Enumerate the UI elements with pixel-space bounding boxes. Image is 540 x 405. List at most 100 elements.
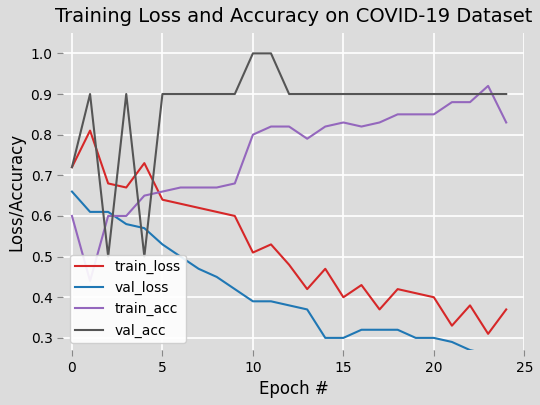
val_loss xyxy=(413,335,419,340)
train_acc xyxy=(159,189,166,194)
val_acc xyxy=(430,92,437,96)
val_acc xyxy=(232,92,238,96)
train_loss xyxy=(286,262,292,267)
val_acc xyxy=(123,92,130,96)
train_acc xyxy=(69,213,75,218)
Title: Training Loss and Accuracy on COVID-19 Dataset: Training Loss and Accuracy on COVID-19 D… xyxy=(55,7,532,26)
Line: train_acc: train_acc xyxy=(72,86,506,281)
train_loss xyxy=(87,128,93,133)
train_loss xyxy=(358,283,365,288)
train_loss xyxy=(268,242,274,247)
train_loss xyxy=(249,250,256,255)
train_loss xyxy=(304,287,310,292)
train_acc xyxy=(430,112,437,117)
train_acc xyxy=(485,83,491,88)
val_loss xyxy=(232,287,238,292)
val_acc xyxy=(503,92,509,96)
train_loss xyxy=(322,266,328,271)
val_loss xyxy=(376,327,383,332)
train_acc xyxy=(195,185,202,190)
val_loss xyxy=(69,189,75,194)
train_acc xyxy=(249,132,256,137)
train_loss xyxy=(177,201,184,206)
val_acc xyxy=(286,92,292,96)
val_loss xyxy=(105,209,111,214)
val_acc xyxy=(195,92,202,96)
train_loss xyxy=(394,287,401,292)
train_acc xyxy=(376,120,383,125)
val_loss xyxy=(449,339,455,344)
val_loss xyxy=(467,347,473,352)
train_loss xyxy=(376,307,383,312)
val_loss xyxy=(195,266,202,271)
train_loss xyxy=(413,291,419,296)
val_loss xyxy=(485,352,491,356)
train_loss xyxy=(449,323,455,328)
train_loss xyxy=(213,209,220,214)
val_loss xyxy=(340,335,347,340)
val_acc xyxy=(413,92,419,96)
train_acc xyxy=(467,100,473,104)
train_acc xyxy=(87,279,93,284)
val_loss xyxy=(249,299,256,304)
train_acc xyxy=(322,124,328,129)
val_acc xyxy=(340,92,347,96)
val_loss xyxy=(430,335,437,340)
val_acc xyxy=(141,254,147,259)
val_acc xyxy=(358,92,365,96)
train_loss xyxy=(503,307,509,312)
val_acc xyxy=(467,92,473,96)
Legend: train_loss, val_loss, train_acc, val_acc: train_loss, val_loss, train_acc, val_acc xyxy=(70,255,186,343)
val_acc xyxy=(376,92,383,96)
val_acc xyxy=(485,92,491,96)
Line: train_loss: train_loss xyxy=(72,130,506,334)
train_acc xyxy=(268,124,274,129)
val_acc xyxy=(69,165,75,170)
val_loss xyxy=(177,254,184,259)
val_loss xyxy=(503,352,509,356)
train_acc xyxy=(413,112,419,117)
val_acc xyxy=(394,92,401,96)
train_acc xyxy=(503,120,509,125)
val_loss xyxy=(87,209,93,214)
train_acc xyxy=(123,213,130,218)
val_acc xyxy=(249,51,256,56)
val_acc xyxy=(213,92,220,96)
train_acc xyxy=(232,181,238,186)
val_acc xyxy=(304,92,310,96)
val_loss xyxy=(394,327,401,332)
train_loss xyxy=(232,213,238,218)
train_acc xyxy=(286,124,292,129)
train_loss xyxy=(430,295,437,300)
Y-axis label: Loss/Accuracy: Loss/Accuracy xyxy=(7,132,25,251)
train_acc xyxy=(141,193,147,198)
Line: val_acc: val_acc xyxy=(72,53,506,257)
train_acc xyxy=(304,136,310,141)
val_loss xyxy=(358,327,365,332)
train_loss xyxy=(141,161,147,166)
train_acc xyxy=(358,124,365,129)
val_loss xyxy=(268,299,274,304)
train_acc xyxy=(177,185,184,190)
train_loss xyxy=(467,303,473,308)
val_acc xyxy=(322,92,328,96)
val_acc xyxy=(449,92,455,96)
val_loss xyxy=(159,242,166,247)
train_acc xyxy=(340,120,347,125)
val_loss xyxy=(141,226,147,230)
train_loss xyxy=(485,331,491,336)
train_loss xyxy=(340,295,347,300)
Line: val_loss: val_loss xyxy=(72,192,506,354)
val_loss xyxy=(286,303,292,308)
val_acc xyxy=(159,92,166,96)
train_acc xyxy=(394,112,401,117)
train_acc xyxy=(449,100,455,104)
val_acc xyxy=(87,92,93,96)
val_acc xyxy=(268,51,274,56)
train_acc xyxy=(105,213,111,218)
val_acc xyxy=(177,92,184,96)
val_loss xyxy=(123,222,130,226)
train_acc xyxy=(213,185,220,190)
train_loss xyxy=(123,185,130,190)
train_loss xyxy=(69,165,75,170)
